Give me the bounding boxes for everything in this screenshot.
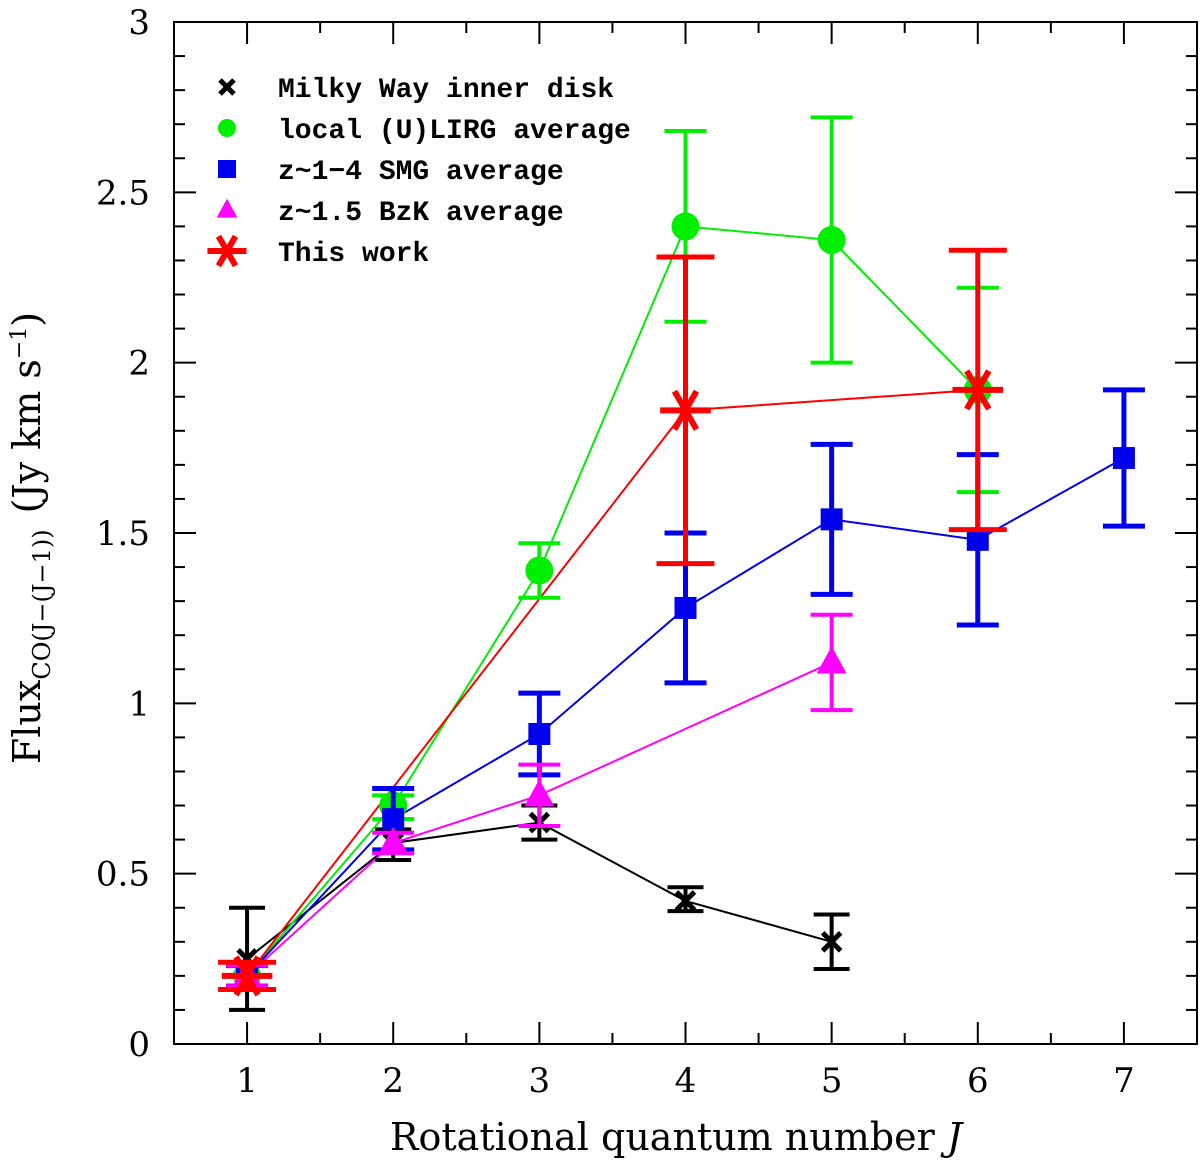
y-tick-label: 2	[128, 344, 150, 384]
data-point	[952, 369, 1004, 411]
data-point-glyph	[952, 369, 1004, 411]
data-point	[221, 955, 273, 997]
data-point	[820, 931, 843, 953]
x-tick-label: 5	[821, 1061, 843, 1101]
legend-marker	[207, 234, 247, 268]
legend-label: Milky Way inner disk	[278, 75, 614, 106]
data-point-glyph	[671, 212, 700, 241]
y-axis-title-close: )	[5, 312, 49, 327]
legend-label: This work	[278, 239, 429, 270]
data-point	[674, 890, 697, 912]
y-tick-label: 1.5	[96, 514, 150, 554]
data-point	[525, 556, 554, 585]
legend-marker-glyph	[207, 234, 247, 268]
legend: Milky Way inner disk local (U)LIRG averag…	[207, 75, 631, 270]
series-line	[246, 821, 832, 960]
data-point	[382, 808, 405, 831]
series-line	[246, 225, 979, 977]
x-tick-label: 4	[675, 1061, 697, 1101]
data-point	[660, 389, 711, 431]
data-point	[671, 212, 700, 241]
data-point	[674, 596, 697, 619]
data-point-glyph	[674, 890, 697, 912]
data-point-glyph	[525, 556, 554, 585]
data-point-glyph	[221, 955, 273, 997]
y-axis-title-main: Flux	[5, 680, 49, 764]
data-point-glyph	[378, 826, 409, 855]
data-point-glyph	[528, 722, 551, 745]
data-point-glyph	[820, 508, 843, 531]
data-point-glyph	[382, 808, 405, 831]
legend-label: z~1−4 SMG average	[278, 157, 564, 188]
legend-marker-glyph	[218, 78, 236, 96]
data-point	[817, 226, 846, 255]
data-point	[528, 722, 551, 745]
y-axis-title-sub: CO(J−(J−1))	[28, 529, 56, 679]
y-axis-title-units: (Jy km s	[5, 359, 49, 513]
y-tick-label: 3	[128, 3, 150, 43]
data-point-glyph	[660, 389, 711, 431]
x-tick-label: 3	[529, 1061, 551, 1101]
legend-marker-glyph	[218, 160, 236, 178]
legend-label: z~1.5 BzK average	[278, 198, 564, 229]
data-point	[1112, 447, 1135, 470]
legend-marker	[218, 119, 236, 137]
series-line	[246, 661, 833, 977]
y-axis-title-sup: −1	[7, 327, 32, 359]
y-axis-title: FluxCO(J−(J−1)) (Jy km s−1)	[5, 312, 56, 764]
data-point	[816, 646, 847, 674]
data-point-glyph	[1112, 447, 1135, 470]
data-point-glyph	[820, 931, 843, 953]
x-axis-title: Rotational quantum number J	[390, 1115, 964, 1159]
data-point	[820, 508, 843, 531]
x-tick-label: 2	[382, 1061, 404, 1101]
series-line	[246, 388, 978, 977]
y-tick-label: 0	[128, 1025, 150, 1065]
x-axis-title-text: Rotational quantum number	[390, 1115, 947, 1159]
legend-marker-glyph	[216, 198, 238, 218]
legend-marker	[218, 160, 236, 178]
x-tick-label: 1	[236, 1061, 258, 1101]
data-point-glyph	[524, 779, 555, 807]
data-point	[524, 779, 555, 807]
y-tick-label: 2.5	[96, 173, 150, 213]
legend-marker-glyph	[218, 119, 236, 137]
y-tick-label: 1	[128, 684, 150, 724]
plot-layer: 1 2 3 4 5 6 7 0 0.5 1 1.5 2 2.5 3	[96, 3, 1198, 1101]
x-tick-label: 7	[1113, 1061, 1135, 1101]
legend-marker	[218, 78, 236, 96]
legend-label: local (U)LIRG average	[278, 116, 631, 147]
data-point-glyph	[674, 596, 697, 619]
legend-marker	[216, 198, 238, 218]
data-point-glyph	[817, 226, 846, 255]
data-point-glyph	[816, 646, 847, 674]
data-point	[966, 528, 989, 551]
data-point	[378, 826, 409, 855]
y-tick-label: 0.5	[96, 855, 150, 895]
data-point-glyph	[966, 528, 989, 551]
x-tick-label: 6	[967, 1061, 989, 1101]
